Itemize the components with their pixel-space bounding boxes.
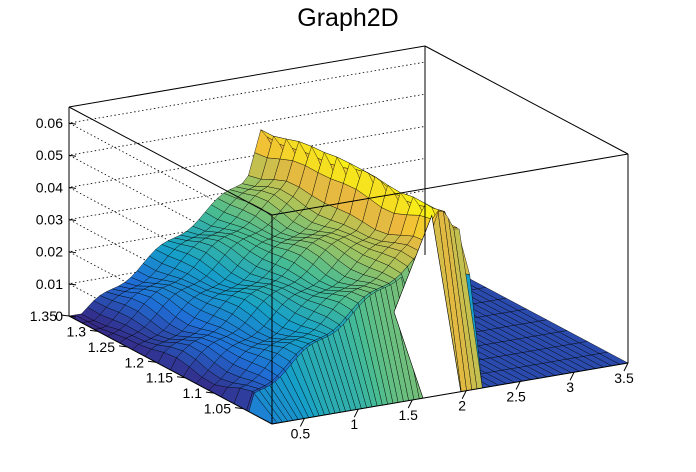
- tick-mark: [118, 345, 128, 348]
- tick-mark: [176, 376, 186, 379]
- z-tick-label: 0.03: [36, 212, 63, 228]
- tick-mark: [68, 315, 77, 318]
- tick-mark: [569, 372, 575, 381]
- tick-mark: [68, 251, 77, 254]
- tick-label-layer: 0 0.01 0.02 0.03 0.04 0.05 0.06 0.5 1 1.5 2 2.5 3 3.5…: [30, 115, 634, 441]
- surface-layer: [68, 129, 629, 425]
- x-tick-label: 3: [566, 379, 574, 395]
- box-edge: [271, 153, 629, 216]
- chart-title: Graph2D: [297, 4, 399, 32]
- tick-mark: [68, 122, 77, 125]
- z-tick-label: 0.04: [36, 179, 63, 195]
- z-tick-label: 0: [55, 308, 63, 324]
- tick-mark: [234, 407, 244, 410]
- y-tick-label: 1.05: [204, 401, 231, 417]
- tick-mark: [89, 329, 99, 332]
- tick-mark: [60, 314, 70, 317]
- tick-mark: [68, 219, 77, 222]
- x-tick-label: 1: [350, 416, 358, 432]
- z-tick-label: 0.05: [36, 147, 63, 163]
- tick-mark: [515, 381, 521, 390]
- y-tick-label: 1.3: [67, 323, 87, 339]
- y-tick-label: 1.1: [183, 385, 203, 401]
- x-axis-line: [271, 362, 629, 425]
- tick-mark: [68, 283, 77, 286]
- z-grid-line: [67, 61, 426, 232]
- tick-mark: [147, 360, 157, 363]
- tick-mark: [623, 362, 629, 372]
- box-edge: [68, 106, 273, 216]
- y-tick-label: 1.25: [88, 339, 115, 355]
- frame-layer: [60, 45, 629, 427]
- y-tick-label: 1.2: [125, 354, 145, 370]
- x-tick-label: 2: [458, 398, 466, 414]
- tick-mark: [205, 391, 215, 394]
- tick-mark: [407, 399, 413, 409]
- box-edge: [424, 45, 629, 155]
- x-tick-label: 2.5: [506, 389, 526, 405]
- y-tick-label: 1.35: [30, 308, 57, 324]
- y-axis-line: [68, 315, 273, 425]
- tick-mark: [461, 390, 467, 399]
- tick-mark: [299, 418, 305, 427]
- tick-mark: [353, 408, 359, 418]
- box-edge: [68, 45, 426, 108]
- x-tick-label: 1.5: [398, 407, 418, 423]
- tick-mark: [68, 154, 77, 157]
- z-tick-label: 0.01: [36, 276, 63, 292]
- x-tick-label: 3.5: [614, 370, 634, 386]
- z-tick-label: 0.06: [36, 115, 63, 131]
- y-tick-label: 1.15: [146, 370, 173, 386]
- x-tick-label: 0.5: [291, 426, 311, 442]
- z-tick-label: 0.02: [36, 244, 63, 260]
- tick-mark: [68, 186, 77, 189]
